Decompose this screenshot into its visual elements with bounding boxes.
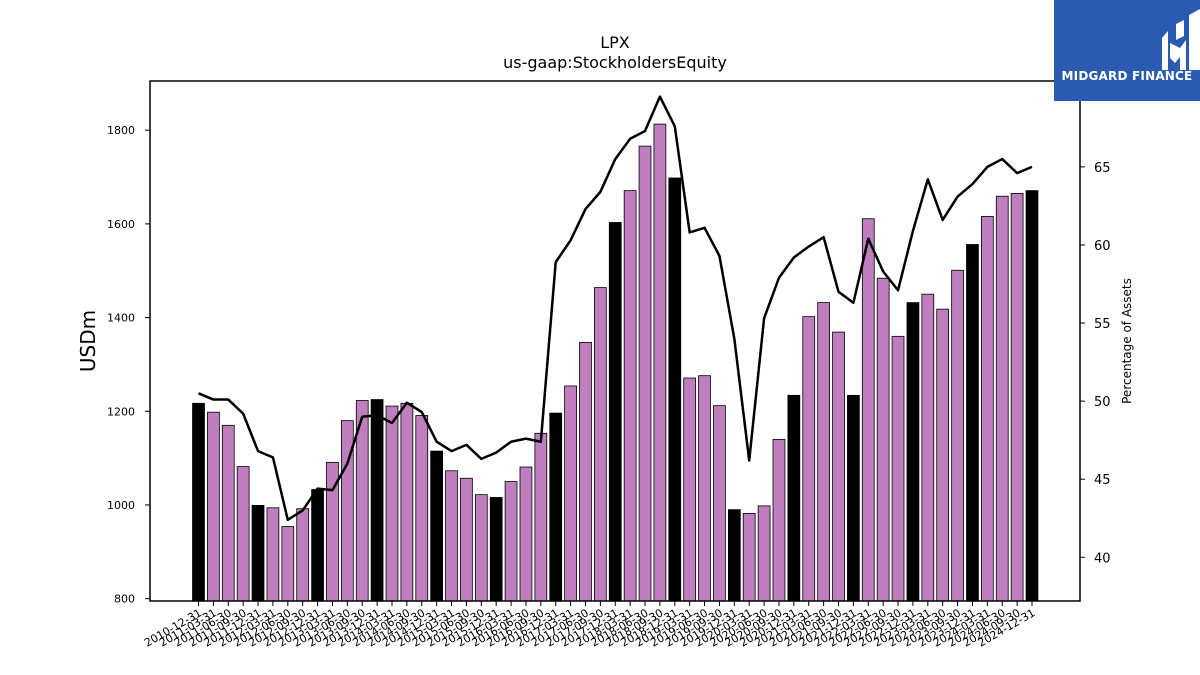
bar-quarter [757, 505, 771, 602]
bar-quarter [594, 287, 607, 602]
bar-quarter [623, 190, 637, 602]
bar-quarter [266, 507, 280, 602]
bar-year-end [608, 222, 622, 602]
bar-year-end [370, 399, 384, 602]
bar-quarter [653, 123, 667, 602]
left-axis-tick-label: 1000 [107, 499, 135, 512]
y2-axis-label: Percentage of Assets [1120, 278, 1134, 404]
bar-quarter [772, 438, 786, 602]
left-axis: 800 1000 1200 1400 1600 1800 [107, 124, 150, 606]
right-axis-tick-label: 65 [1094, 161, 1111, 176]
bar-quarter [951, 269, 964, 602]
x-axis: 2010-12-312011-03-312011-06-302011-09-30… [142, 601, 1038, 650]
left-axis-tick-label: 1200 [107, 405, 135, 418]
bar-year-end [966, 244, 979, 602]
bar-quarter [832, 331, 845, 602]
bar-quarter [995, 195, 1009, 602]
midgard-logo-icon [1162, 9, 1200, 70]
bar-quarter [474, 494, 488, 602]
bar-quarter [683, 377, 697, 602]
bar-quarter [936, 308, 950, 602]
bars-layer [192, 123, 1039, 602]
bar-quarter [400, 402, 414, 602]
left-axis-tick-label: 1600 [107, 218, 135, 231]
right-axis-tick-label: 60 [1094, 239, 1111, 254]
bar-quarter [742, 513, 756, 602]
bar-quarter [519, 466, 533, 602]
y-axis-label: USDm [76, 310, 100, 372]
brand-name: MIDGARD FINANCE [1061, 69, 1193, 83]
chart-title: LPX [600, 33, 630, 52]
bar-quarter [415, 415, 429, 602]
bar-year-end [787, 394, 801, 602]
bar-year-end [489, 497, 503, 602]
right-axis-tick-label: 55 [1094, 317, 1111, 332]
percentage-of-assets-line [198, 95, 1033, 522]
chart-subtitle: us-gaap:StockholdersEquity [503, 53, 727, 72]
bar-quarter [534, 432, 548, 602]
bar-year-end [668, 177, 682, 602]
bar-year-end [847, 394, 860, 602]
brand-logo: MIDGARD FINANCE [1054, 0, 1200, 101]
bar-year-end [311, 489, 324, 602]
bar-quarter [802, 316, 816, 602]
bar-year-end [549, 412, 563, 602]
bar-quarter [980, 215, 994, 602]
bar-quarter [564, 385, 577, 602]
bar-quarter [1010, 193, 1024, 602]
bar-quarter [504, 481, 518, 602]
right-axis-tick-label: 50 [1094, 395, 1111, 410]
bar-quarter [698, 375, 711, 602]
bar-quarter [281, 526, 295, 602]
right-axis: 40 45 50 55 60 65 [1080, 161, 1111, 566]
bar-year-end [251, 505, 265, 602]
right-axis-tick-label: 45 [1094, 473, 1111, 488]
bar-year-end [430, 450, 444, 602]
bar-quarter [817, 302, 830, 602]
bar-quarter [876, 277, 890, 602]
left-axis-tick-label: 1800 [107, 124, 135, 137]
bar-quarter [891, 335, 905, 602]
bar-quarter [385, 405, 399, 602]
bar-quarter [579, 342, 592, 602]
bar-year-end [906, 302, 920, 602]
bar-year-end [192, 402, 205, 602]
bar-quarter [638, 145, 652, 602]
bar-quarter [221, 424, 235, 602]
bar-year-end [1025, 190, 1039, 602]
bar-year-end [727, 509, 741, 602]
right-axis-tick-label: 40 [1094, 551, 1111, 566]
bar-quarter [296, 508, 310, 602]
left-axis-tick-label: 800 [114, 593, 135, 606]
bar-quarter [861, 218, 875, 602]
bar-quarter [921, 293, 935, 602]
bar-quarter [713, 405, 726, 602]
bar-quarter [445, 470, 458, 602]
bar-quarter [207, 411, 220, 602]
bar-quarter [236, 466, 250, 602]
left-axis-tick-label: 1400 [107, 312, 135, 325]
line-layer [198, 95, 1033, 522]
bar-quarter [460, 477, 473, 602]
